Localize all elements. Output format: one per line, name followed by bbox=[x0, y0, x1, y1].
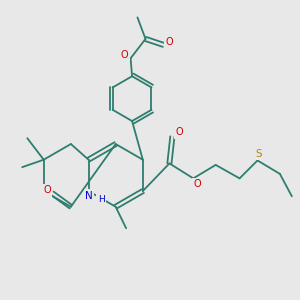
Text: O: O bbox=[175, 128, 183, 137]
Text: H: H bbox=[98, 195, 104, 204]
Text: S: S bbox=[256, 149, 262, 159]
Text: O: O bbox=[121, 50, 128, 60]
Text: O: O bbox=[193, 179, 201, 189]
Text: O: O bbox=[43, 185, 51, 195]
Text: N: N bbox=[85, 190, 93, 200]
Text: O: O bbox=[166, 37, 173, 47]
